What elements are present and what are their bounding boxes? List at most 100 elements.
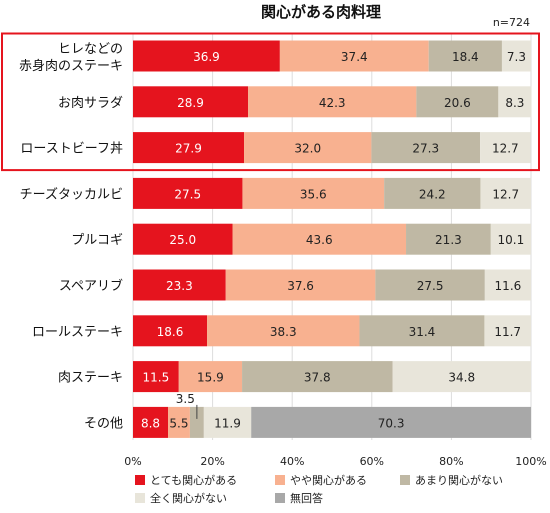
- bar-segment: [501, 40, 531, 72]
- category-label: 肉ステーキ: [58, 371, 123, 386]
- value-label: 18.6: [157, 325, 184, 339]
- bar-segment: [178, 361, 243, 393]
- value-label: 27.9: [175, 142, 202, 156]
- bar-segment: [480, 177, 531, 209]
- category-label: 赤身肉のステーキ: [19, 58, 123, 74]
- bar-segment: [133, 177, 243, 209]
- value-label: 25.0: [169, 233, 196, 247]
- bar-segment: [484, 269, 531, 301]
- bar-segment: [168, 406, 190, 438]
- bar-segment: [392, 361, 531, 393]
- value-label: 18.4: [452, 50, 479, 64]
- bar-segment: [242, 177, 385, 209]
- bar-segment: [375, 269, 485, 301]
- highlight-box: [1, 32, 540, 172]
- value-label: 15.9: [197, 371, 224, 385]
- sample-size-note: n=724: [493, 16, 530, 29]
- value-label: 32.0: [294, 142, 321, 156]
- value-label: 8.3: [505, 96, 524, 110]
- chart-title: 関心がある肉料理: [261, 3, 381, 21]
- category-label: ロールステーキ: [32, 325, 123, 340]
- x-axis-ticks: 0% 20% 40% 60% 80% 100%: [124, 455, 546, 468]
- category-label: その他: [84, 416, 123, 431]
- x-tick-label: 0%: [124, 455, 141, 468]
- value-label: 42.3: [319, 96, 346, 110]
- legend-swatch: [135, 493, 145, 503]
- bar-segment: [133, 223, 233, 255]
- bar-segment: [406, 223, 491, 255]
- value-label: 38.3: [270, 325, 297, 339]
- value-label: 35.6: [300, 187, 327, 201]
- category-label: チーズタッカルビ: [20, 186, 123, 202]
- legend-swatch: [400, 475, 410, 485]
- value-label: 43.6: [306, 233, 333, 247]
- value-label: 23.3: [166, 279, 193, 293]
- bar-segment: [133, 269, 226, 301]
- bar-segment: [480, 132, 531, 164]
- x-tick-label: 80%: [439, 455, 463, 468]
- bar-segment: [232, 223, 407, 255]
- bar-segment: [225, 269, 376, 301]
- category-label: プルコギ: [71, 233, 123, 248]
- category-label: お肉サラダ: [58, 96, 123, 111]
- value-label: 37.6: [287, 279, 314, 293]
- value-label: 3.5: [176, 392, 195, 406]
- value-label: 28.9: [177, 96, 204, 110]
- legend-swatch: [275, 493, 285, 503]
- legend-label: 無回答: [290, 491, 323, 505]
- value-label: 7.3: [507, 50, 526, 64]
- value-label: 12.7: [492, 187, 519, 201]
- bar-segment: [484, 315, 531, 347]
- legend-swatch: [275, 475, 285, 485]
- legend-label: とても関心がある: [150, 473, 237, 487]
- bar-segment: [248, 86, 417, 118]
- value-label: 31.4: [409, 325, 436, 339]
- legend-label: やや関心がある: [290, 473, 367, 487]
- value-label: 70.3: [378, 416, 405, 430]
- value-label: 11.5: [143, 371, 170, 385]
- value-label: 20.6: [444, 96, 471, 110]
- value-label: 27.5: [174, 187, 201, 201]
- value-label: 34.8: [448, 371, 475, 385]
- bar-segment: [244, 132, 372, 164]
- bar-segment: [133, 40, 280, 72]
- category-label: ローストビーフ丼: [20, 142, 123, 157]
- value-label: 10.1: [498, 233, 525, 247]
- x-tick-label: 20%: [200, 455, 224, 468]
- x-tick-label: 40%: [280, 455, 304, 468]
- category-labels: ヒレなどの赤身肉のステーキお肉サラダローストビーフ丼チーズタッカルビプルコギスペ…: [19, 42, 123, 431]
- bar-segment: [490, 223, 531, 255]
- value-label: 12.7: [492, 142, 519, 156]
- bar-segment: [133, 86, 249, 118]
- x-tick-label: 60%: [360, 455, 384, 468]
- value-label: 27.3: [412, 142, 439, 156]
- bar-segment: [133, 132, 245, 164]
- category-label: スペアリブ: [59, 278, 123, 294]
- legend-swatch: [135, 475, 145, 485]
- bar-segment: [428, 40, 502, 72]
- value-label: 11.7: [494, 325, 521, 339]
- bar-segment: [242, 361, 393, 393]
- value-label: 11.9: [214, 416, 241, 430]
- value-label: 5.5: [169, 416, 188, 430]
- value-label: 36.9: [193, 50, 220, 64]
- value-label: 21.3: [435, 233, 462, 247]
- value-label: 37.4: [341, 50, 368, 64]
- bar-segment: [203, 406, 252, 438]
- value-label: 37.8: [304, 371, 331, 385]
- bar-segment: [251, 406, 531, 438]
- bar-segment: [207, 315, 360, 347]
- bar-segment: [416, 86, 499, 118]
- x-tick-label: 100%: [515, 455, 546, 468]
- value-label: 24.2: [419, 187, 446, 201]
- legend-label: 全く関心がない: [150, 491, 227, 505]
- bar-segment: [133, 406, 169, 438]
- bar-segment: [498, 86, 532, 118]
- bar-segment: [133, 361, 179, 393]
- value-label: 8.8: [141, 416, 160, 430]
- bar-segment: [133, 315, 208, 347]
- bar-segment: [384, 177, 481, 209]
- bars-group: 36.9 37.4 18.4 7.3 28.9 42.3 20.6 8.3 27.9 32.0 27…: [133, 40, 532, 438]
- legend-label: あまり関心がない: [415, 473, 503, 487]
